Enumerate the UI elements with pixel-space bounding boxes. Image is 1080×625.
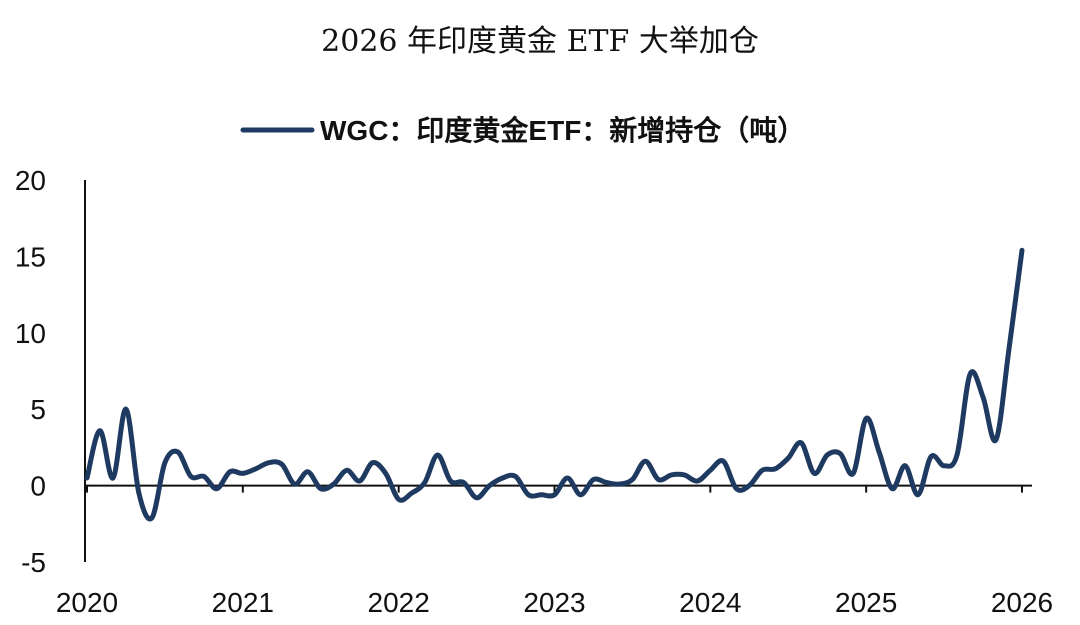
y-tick-label: 20 <box>15 165 46 196</box>
x-tick-label: 2025 <box>835 587 897 618</box>
x-tick-label: 2023 <box>523 587 585 618</box>
x-tick-label: 2026 <box>991 587 1053 618</box>
x-tick-label: 2021 <box>212 587 274 618</box>
x-tick-label: 2022 <box>368 587 430 618</box>
series-line-0 <box>84 247 1025 522</box>
chart-title: 2026 年印度黄金 ETF 大举加仓 <box>321 24 759 59</box>
y-tick-label: 5 <box>30 394 46 425</box>
y-tick-label: 0 <box>30 471 46 502</box>
x-tick-label: 2024 <box>679 587 741 618</box>
y-tick-label: 10 <box>15 318 46 349</box>
legend-label: WGC：印度黄金ETF：新增持仓（吨） <box>320 114 805 146</box>
y-tick-label: -5 <box>21 547 46 578</box>
x-tick-label: 2020 <box>56 587 118 618</box>
y-tick-label: 15 <box>15 241 46 272</box>
